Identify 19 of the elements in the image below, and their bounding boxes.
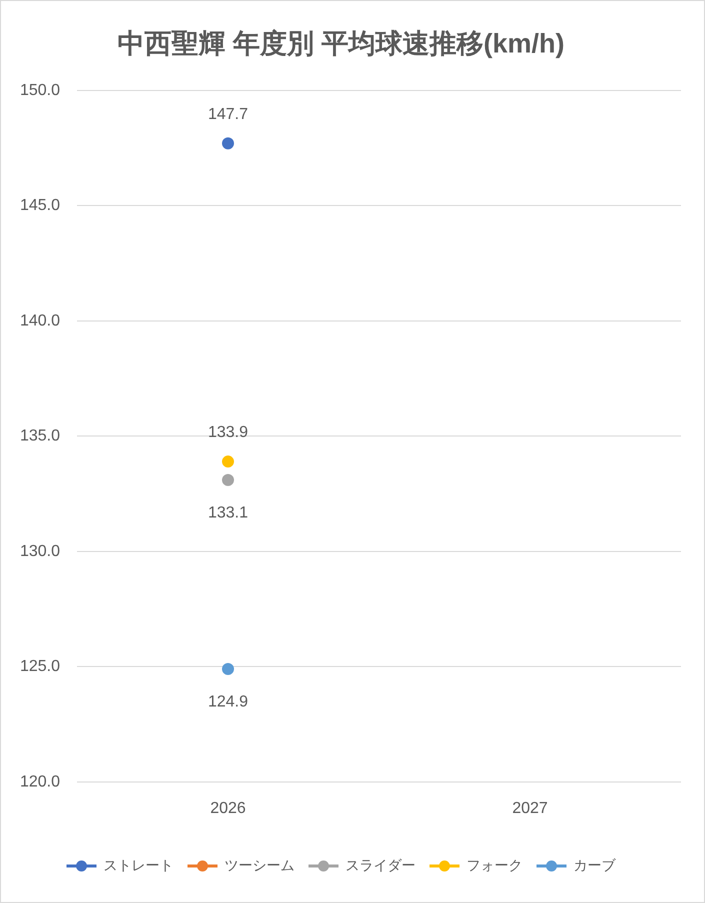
legend-label: カーブ: [574, 856, 616, 873]
y-tick-label: 145.0: [20, 197, 60, 214]
y-tick-label: 140.0: [20, 312, 60, 330]
y-tick-label: 135.0: [20, 428, 60, 445]
data-label: 124.9: [208, 693, 248, 710]
y-tick-label: 120.0: [20, 773, 60, 790]
legend-label: スライダー: [346, 856, 416, 873]
legend-label: ツーシーム: [224, 856, 294, 873]
y-tick-label: 130.0: [20, 542, 60, 560]
data-label: 133.1: [208, 504, 248, 522]
legend-label: ストレート: [104, 856, 174, 873]
data-label: 147.7: [208, 106, 248, 123]
y-tick-label: 150.0: [20, 82, 60, 99]
data-label: 133.9: [208, 424, 248, 441]
legend-label: フォーク: [466, 856, 522, 873]
y-tick-label: 125.0: [20, 658, 60, 676]
x-tick-label: 2026: [210, 800, 246, 818]
x-tick-label: 2027: [512, 800, 548, 818]
chart-title: 中西聖輝 年度別 平均球速推移(km/h): [117, 28, 565, 59]
